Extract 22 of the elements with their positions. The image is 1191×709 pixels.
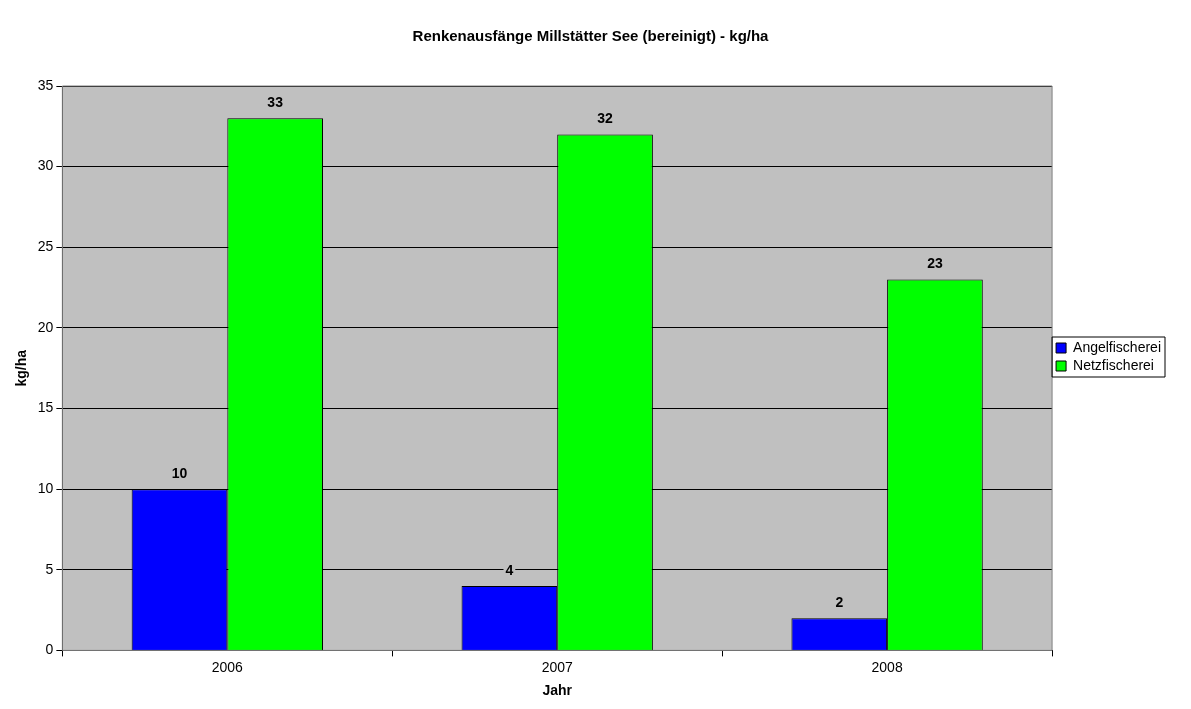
x-tick-label: 2007 — [541, 658, 573, 675]
y-tick-label: 30 — [37, 157, 54, 174]
data-label: 4 — [505, 561, 514, 578]
data-label: 23 — [927, 255, 943, 272]
y-tick-label: 35 — [37, 76, 54, 93]
x-tick-label: 2008 — [871, 658, 903, 675]
legend-label: Angelfischerei — [1073, 338, 1161, 355]
y-axis-title: kg/ha — [13, 349, 30, 387]
chart-title: Renkenausfänge Millstätter See (bereinigt) - kg/ha — [412, 27, 770, 45]
data-label: 33 — [267, 94, 284, 111]
y-tick-label: 15 — [37, 399, 54, 416]
y-tick-label: 5 — [45, 560, 54, 577]
data-label: 10 — [171, 465, 188, 481]
y-tick-label: 20 — [37, 318, 54, 335]
y-tick-label: 25 — [37, 238, 54, 255]
y-tick-label: 10 — [37, 480, 54, 496]
x-tick-label: 2006 — [211, 658, 244, 675]
data-label: 32 — [597, 110, 614, 127]
legend-label: Netzfischerei — [1073, 356, 1154, 373]
y-tick-label: 0 — [45, 641, 54, 658]
data-label: 2 — [835, 594, 844, 611]
x-axis-title: Jahr — [542, 682, 573, 699]
